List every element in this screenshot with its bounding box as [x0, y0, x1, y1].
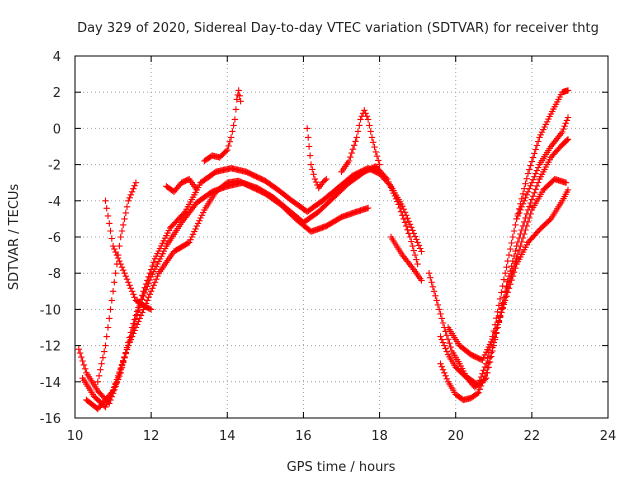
x-axis-label: GPS time / hours — [287, 460, 396, 475]
series-track-4 — [94, 179, 140, 385]
x-tick-label: 20 — [447, 429, 464, 444]
x-tick-label: 24 — [600, 429, 617, 444]
x-tick-label: 18 — [371, 429, 388, 444]
series-track-6 — [163, 175, 200, 195]
series-track-7 — [201, 87, 244, 165]
y-axis-label: SDTVAR / TECUs — [7, 184, 22, 291]
y-tick-label: -16 — [40, 412, 61, 427]
series-markers — [163, 175, 200, 195]
y-tick-label: -8 — [48, 267, 61, 282]
chart-title: Day 329 of 2020, Sidereal Day-to-day VTE… — [77, 21, 599, 36]
x-tick-label: 12 — [143, 429, 160, 444]
series-markers — [304, 125, 330, 192]
series-markers — [437, 136, 572, 389]
y-tick-label: -12 — [40, 340, 61, 355]
series-track-9 — [338, 107, 383, 175]
series-markers — [102, 197, 155, 313]
series-track-5 — [102, 197, 155, 313]
series-markers — [444, 186, 572, 364]
y-tick-label: 0 — [53, 122, 61, 137]
series-track-8 — [304, 125, 330, 192]
series-markers — [83, 177, 372, 413]
plot-frame — [74, 55, 609, 419]
series-markers — [387, 233, 425, 284]
series-markers — [425, 87, 572, 391]
x-tick-label: 10 — [67, 429, 84, 444]
series-track-11 — [425, 87, 572, 391]
series-track-14 — [444, 186, 572, 364]
y-tick-label: -4 — [48, 195, 61, 210]
x-tick-label: 14 — [219, 429, 236, 444]
y-tick-label: -6 — [48, 231, 61, 246]
y-tick-label: -2 — [48, 159, 61, 174]
series-track-10 — [387, 233, 425, 284]
y-tick-label: -10 — [40, 303, 61, 318]
series-markers — [201, 87, 244, 165]
series-markers — [338, 107, 383, 175]
series-track-12 — [437, 136, 572, 389]
series-markers — [513, 114, 572, 223]
series-track-3 — [83, 177, 372, 413]
data-points — [75, 87, 572, 413]
grid — [75, 56, 608, 418]
x-tick-label: 22 — [524, 429, 541, 444]
y-tick-label: -14 — [40, 376, 61, 391]
series-track-15 — [513, 114, 572, 223]
y-tick-label: 4 — [53, 50, 61, 65]
series-markers — [94, 179, 140, 385]
y-tick-label: 2 — [53, 86, 61, 101]
x-tick-label: 16 — [295, 429, 312, 444]
